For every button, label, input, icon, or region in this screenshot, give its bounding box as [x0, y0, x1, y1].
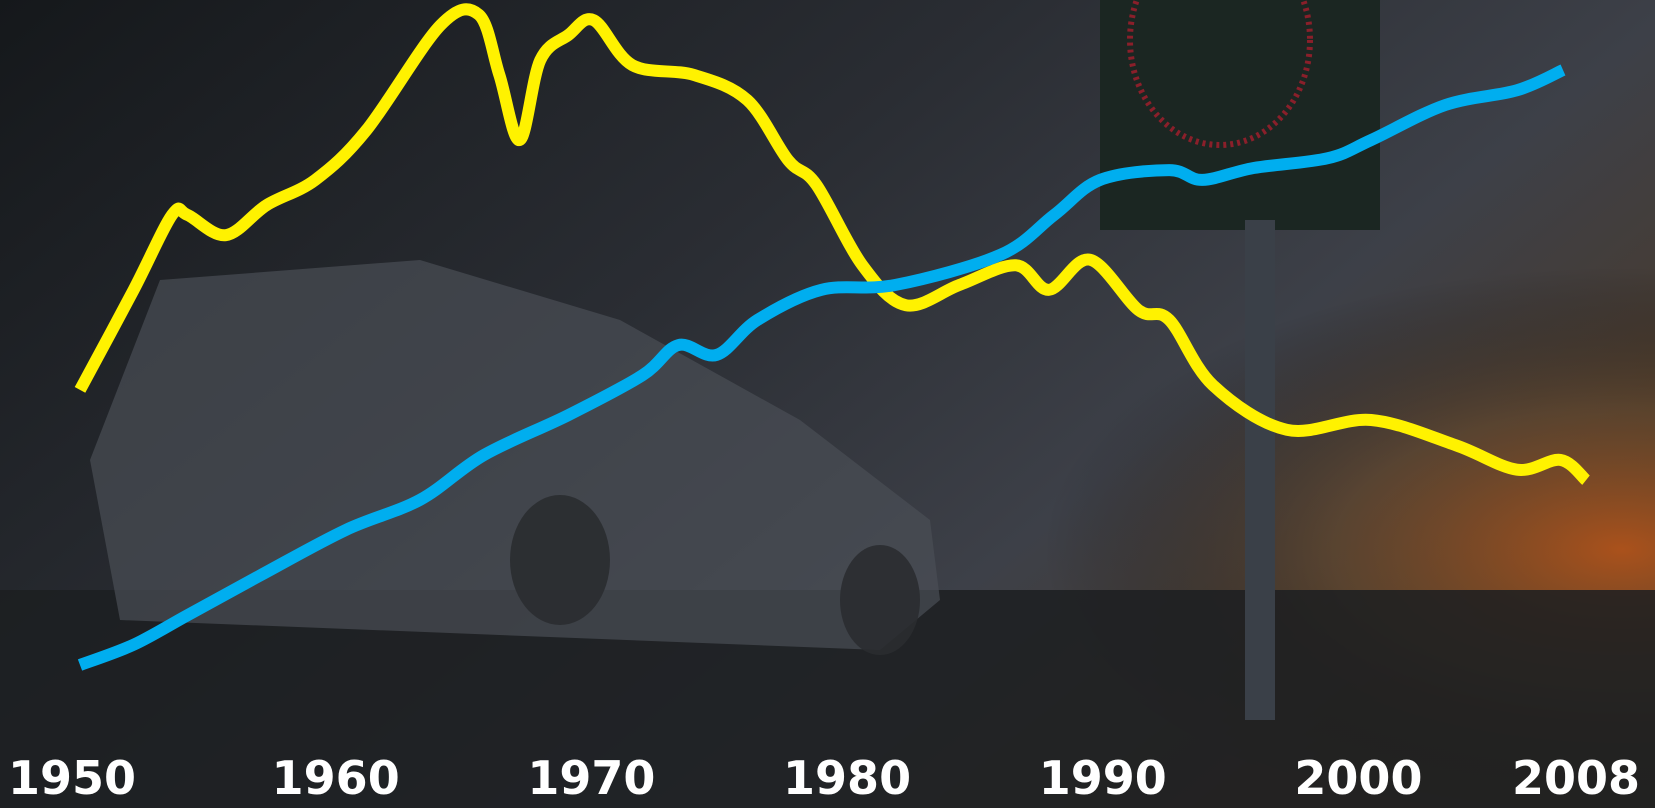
x-tick-label: 1970 — [527, 751, 655, 805]
x-tick-label: 1950 — [8, 751, 136, 805]
x-tick-label: 1960 — [272, 751, 400, 805]
line-series — [77, 64, 1566, 671]
x-tick-label: 2008 — [1512, 751, 1640, 805]
x-tick-label: 2000 — [1294, 751, 1422, 805]
line-series — [74, 3, 1591, 485]
x-tick-label: 1990 — [1039, 751, 1167, 805]
x-tick-label: 1980 — [783, 751, 911, 805]
